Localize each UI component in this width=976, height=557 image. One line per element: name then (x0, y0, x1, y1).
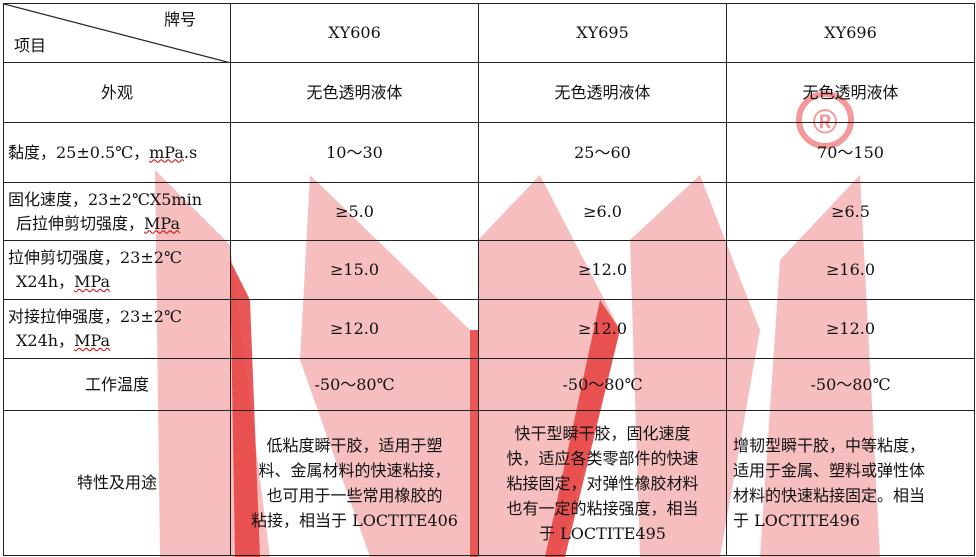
product-header: XY696 (726, 3, 975, 63)
row-label: 对接拉伸强度，23±2℃ X24h，MPa (3, 299, 231, 359)
table-row: 固化速度，23±2℃X5min 后拉伸剪切强度，MPa ≥5.0 ≥6.0 ≥6.… (3, 182, 975, 241)
row-label: 拉伸剪切强度，23±2℃ X24h，MPa (3, 240, 231, 300)
diagonal-line (4, 4, 231, 63)
text-line: 快，适应各类零部件的快速 (506, 448, 699, 468)
table-row: 黏度，25±0.5℃，mPa.s 10～30 25～60 70～150 (3, 122, 975, 183)
product-header: XY695 (478, 3, 727, 63)
cell: 25～60 (478, 122, 727, 183)
label-line: 后拉伸剪切强度，MPa (8, 212, 226, 236)
cell: -50～80℃ (230, 358, 479, 411)
label-text: 后拉伸剪切强度， (16, 213, 145, 233)
label-line: X24h，MPa (8, 270, 226, 294)
text-line: 适用于金属、塑料或弹性体 (733, 461, 926, 480)
table-row: 工作温度 -50～80℃ -50～80℃ -50～80℃ (3, 358, 975, 411)
cell: 10～30 (230, 122, 479, 183)
label-unit: MPa (74, 331, 111, 350)
text-line: 粘接固定，对弹性橡胶材料 (506, 473, 699, 493)
row-label: 特性及用途 (3, 410, 231, 556)
label-line: 对接拉伸强度，23±2℃ (8, 307, 182, 326)
cell: ≥6.5 (726, 182, 975, 241)
label-text: X24h， (16, 331, 75, 350)
cell: ≥12.0 (478, 240, 727, 300)
usage-cell: 低粘度瞬干胶，适用于塑 料、金属材料的快速粘接， 也可用于一些常用橡胶的 粘接，… (230, 410, 479, 556)
text-line: 也有一定的粘接强度，相当 (506, 498, 699, 518)
label-text: .s (183, 142, 198, 162)
row-label: 固化速度，23±2℃X5min 后拉伸剪切强度，MPa (3, 182, 231, 241)
cell: 无色透明液体 (230, 62, 479, 123)
cell: 70～150 (726, 122, 975, 183)
table-row: 外观 无色透明液体 无色透明液体 无色透明液体 (3, 62, 975, 123)
item-label: 项目 (14, 36, 47, 55)
corner-header-cell: 牌号 项目 (3, 3, 231, 63)
text-line: 于 LOCTITE495 (539, 523, 666, 543)
brand-label: 牌号 (163, 10, 196, 29)
label-unit: MPa (74, 272, 111, 291)
product-spec-table: 牌号 项目 XY606 XY695 XY696 外观 无色透明液体 无色透明液体… (3, 3, 975, 556)
cell: ≥6.0 (478, 182, 727, 241)
header-row: 牌号 项目 XY606 XY695 XY696 (3, 3, 975, 63)
label-line: 固化速度，23±2℃X5min (8, 189, 203, 209)
text-line: 增韧型瞬干胶，中等粘度， (733, 436, 926, 455)
usage-cell: 快干型瞬干胶，固化速度 快，适应各类零部件的快速 粘接固定，对弹性橡胶材料 也有… (478, 410, 727, 556)
cell: ≥15.0 (230, 240, 479, 300)
usage-cell: 增韧型瞬干胶，中等粘度， 适用于金属、塑料或弹性体 材料的快速粘接固定。相当 于… (726, 410, 975, 556)
row-label: 工作温度 (3, 358, 231, 411)
row-label: 黏度，25±0.5℃，mPa.s (3, 122, 231, 183)
cell: ≥12.0 (478, 299, 727, 359)
text-line: 也可用于一些常用橡胶的 (266, 486, 443, 505)
cell: -50～80℃ (726, 358, 975, 411)
cell: 无色透明液体 (478, 62, 727, 123)
cell: ≥12.0 (726, 299, 975, 359)
label-text: 黏度，25±0.5℃， (8, 142, 150, 162)
label-text: X24h， (16, 272, 75, 291)
cell: ≥5.0 (230, 182, 479, 241)
cell: ≥12.0 (230, 299, 479, 359)
cell: 无色透明液体 (726, 62, 975, 123)
table-row: 特性及用途 低粘度瞬干胶，适用于塑 料、金属材料的快速粘接， 也可用于一些常用橡… (3, 410, 975, 556)
table-row: 拉伸剪切强度，23±2℃ X24h，MPa ≥15.0 ≥12.0 ≥16.0 (3, 240, 975, 300)
text-line: 粘接，相当于 LOCTITE406 (251, 511, 458, 530)
text-line: 于 LOCTITE496 (733, 511, 860, 530)
product-header: XY606 (230, 3, 479, 63)
table-row: 对接拉伸强度，23±2℃ X24h，MPa ≥12.0 ≥12.0 ≥12.0 (3, 299, 975, 359)
label-unit: MPa (144, 213, 180, 233)
text-line: 材料的快速粘接固定。相当 (733, 486, 926, 505)
text-line: 低粘度瞬干胶，适用于塑 (266, 436, 443, 455)
text-line: 料、金属材料的快速粘接， (258, 461, 451, 480)
cell: -50～80℃ (478, 358, 727, 411)
label-unit: mPa (149, 142, 184, 162)
text-line: 快干型瞬干胶，固化速度 (514, 423, 691, 443)
row-label: 外观 (3, 62, 231, 123)
cell: ≥16.0 (726, 240, 975, 300)
label-line: 拉伸剪切强度，23±2℃ (8, 248, 182, 267)
label-line: X24h，MPa (8, 329, 226, 353)
